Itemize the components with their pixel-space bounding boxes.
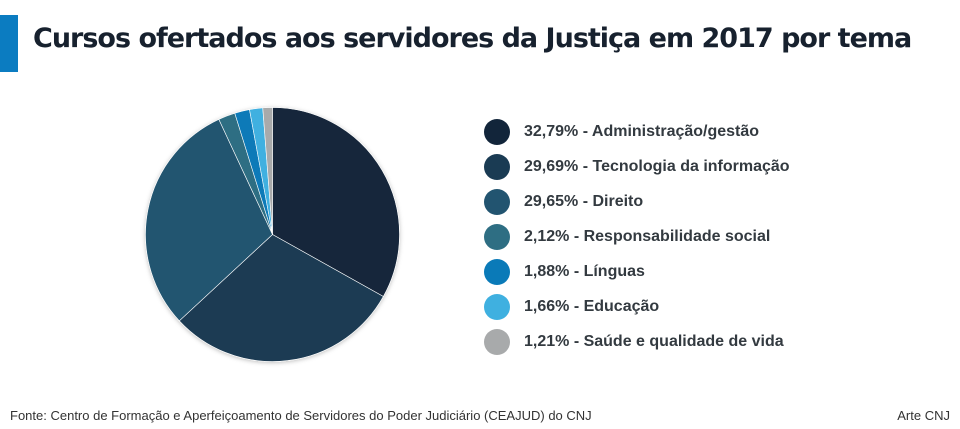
legend-label: 1,88% - Línguas xyxy=(524,262,645,280)
legend-item: 1,88% - Línguas xyxy=(484,254,790,289)
legend-label: 29,65% - Direito xyxy=(524,192,644,210)
title-accent-bar xyxy=(0,15,18,72)
legend-label: 32,79% - Administração/gestão xyxy=(524,122,760,140)
legend-item: 1,21% - Saúde e qualidade de vida xyxy=(484,324,790,359)
pie-slice-1 xyxy=(178,234,384,362)
legend-item: 1,66% - Educação xyxy=(484,289,790,324)
legend-swatch xyxy=(484,188,510,215)
legend-label: 1,21% - Saúde e qualidade de vida xyxy=(524,332,784,350)
legend-swatch xyxy=(484,258,510,285)
source-note: Fonte: Centro de Formação e Aperfeiçoame… xyxy=(10,408,592,423)
legend-item: 29,69% - Tecnologia da informação xyxy=(484,149,790,184)
legend-item: 29,65% - Direito xyxy=(484,184,790,219)
pie-slice-6 xyxy=(262,107,273,235)
legend-label: 1,66% - Educação xyxy=(524,297,660,315)
legend-label: 2,12% - Responsabilidade social xyxy=(524,227,771,245)
legend-swatch xyxy=(484,293,510,320)
chart-title: Cursos ofertados aos servidores da Justi… xyxy=(33,23,912,54)
legend-swatch xyxy=(484,118,510,145)
chart-legend: 32,79% - Administração/gestão 29,69% - Te… xyxy=(484,114,790,359)
legend-swatch xyxy=(484,153,510,180)
legend-item: 2,12% - Responsabilidade social xyxy=(484,219,790,254)
pie-slice-2 xyxy=(145,118,273,322)
legend-item: 32,79% - Administração/gestão xyxy=(484,114,790,149)
pie-slice-0 xyxy=(272,107,400,297)
legend-swatch xyxy=(484,328,510,355)
credit-note: Arte CNJ xyxy=(897,408,950,423)
legend-label: 29,69% - Tecnologia da informação xyxy=(524,157,790,175)
legend-swatch xyxy=(484,223,510,250)
pie-chart xyxy=(145,107,400,362)
